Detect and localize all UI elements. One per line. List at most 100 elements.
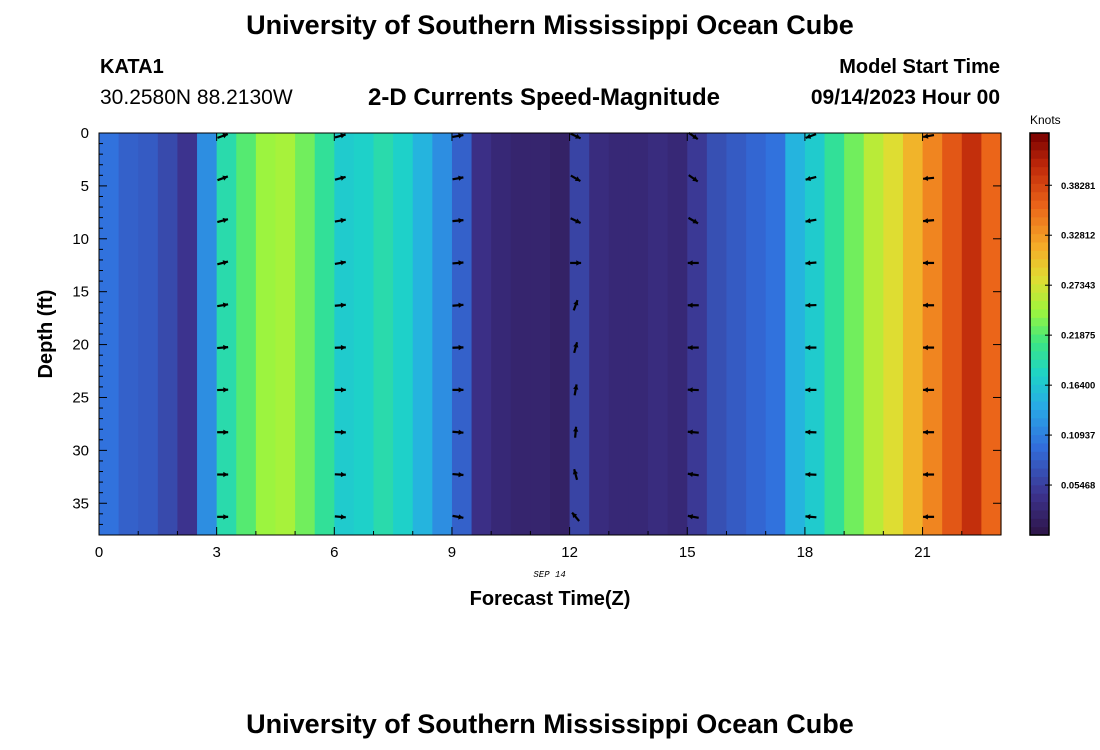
current-vector [687,429,699,435]
x-tick-label: 15 [679,544,696,561]
colorbar-band [1030,158,1049,168]
colorbar-band [1030,250,1049,260]
current-vector [452,260,464,266]
heatmap-column [844,133,865,535]
current-vector [688,131,699,141]
colorbar-band [1030,342,1049,352]
colorbar-tick-label: 0.38281 [1061,181,1096,192]
current-vector [922,133,935,139]
heatmap-column [550,133,571,535]
heatmap-column [373,133,394,535]
colorbar-band [1030,334,1049,343]
x-tick-label: 9 [448,544,456,561]
current-vector [217,175,229,182]
colorbar-band [1030,166,1049,176]
colorbar-tick-label: 0.32812 [1061,231,1095,242]
current-vector [452,217,464,224]
heatmap-column [314,133,335,535]
current-vector [334,471,346,478]
colorbar-band [1030,392,1049,402]
x-tick-label: 12 [561,544,578,561]
heatmap-column [432,133,453,535]
current-vector [572,299,579,311]
colorbar-band [1030,149,1049,159]
current-vector [687,302,699,308]
heatmap-column [471,133,492,535]
colorbar-band [1030,518,1049,528]
heatmap-column [608,133,630,535]
date-label: SEP 14 [533,570,565,580]
current-vector [217,133,229,139]
heatmap-column [530,133,551,535]
current-vector [805,175,817,182]
heatmap-column [197,133,218,535]
current-vector [452,429,464,435]
current-vector [334,429,346,435]
colorbar-tick-label: 0.10937 [1061,431,1095,442]
colorbar-band [1030,183,1049,193]
current-vector [805,302,817,308]
current-vector [923,302,935,308]
colorbar-band [1030,375,1049,385]
current-vector [452,302,464,308]
heatmap-column [863,133,884,535]
heatmap-column [883,133,904,535]
current-vector [922,175,935,182]
heatmap-column [236,133,257,535]
heatmap-column [157,133,179,535]
x-tick-label: 21 [914,544,931,561]
current-vectors [217,131,935,522]
y-tick-label: 0 [81,125,89,142]
colorbar-band [1030,459,1049,469]
heatmap-column [961,133,982,535]
current-vector [805,387,817,393]
colorbar-band [1030,401,1049,410]
colorbar-band [1030,526,1049,536]
colorbar-band [1030,200,1049,209]
heatmap-column [824,133,845,535]
heatmap-column [706,133,728,535]
y-tick-label: 5 [81,178,89,195]
colorbar-tick-label: 0.05468 [1061,481,1095,492]
colorbar-band [1030,501,1049,511]
colorbar-band [1030,451,1049,461]
x-axis-label: Forecast Time(Z) [470,588,631,610]
current-vector [217,217,229,224]
current-vector [572,468,579,481]
current-vector [452,133,464,139]
colorbar-band [1030,359,1049,369]
heatmap-column [785,133,806,535]
colorbar-band [1030,417,1049,427]
current-vector [571,511,580,522]
current-vector [217,471,229,478]
colorbar-band [1030,216,1049,226]
current-vector [922,218,935,224]
current-vector [805,344,817,351]
colorbar-unit-label: Knots [1030,113,1061,127]
current-vector [334,387,346,393]
colorbar-band [1030,384,1049,394]
colorbar-band [1030,258,1049,268]
current-vector [805,429,817,435]
x-tick-label: 0 [95,544,103,561]
current-vector [570,132,582,140]
current-vector [688,174,699,183]
model-start-value: 09/14/2023 Hour 00 [810,86,1000,109]
current-vector [923,260,935,266]
heatmap-column [902,133,924,535]
current-vector [805,133,817,139]
heatmap-column [118,133,139,535]
x-tick-label: 3 [212,544,220,561]
current-vector [452,175,464,181]
current-vector [923,344,935,351]
heatmap-column [334,133,355,535]
heatmap-column [393,133,414,535]
x-tick-label: 6 [330,544,338,561]
colorbar-band [1030,133,1049,142]
colorbar-tick-label: 0.27343 [1061,281,1095,292]
current-vector [334,344,346,351]
current-vector [334,175,346,181]
current-vector [805,260,817,266]
current-vector [805,471,817,478]
current-vector [217,260,229,266]
